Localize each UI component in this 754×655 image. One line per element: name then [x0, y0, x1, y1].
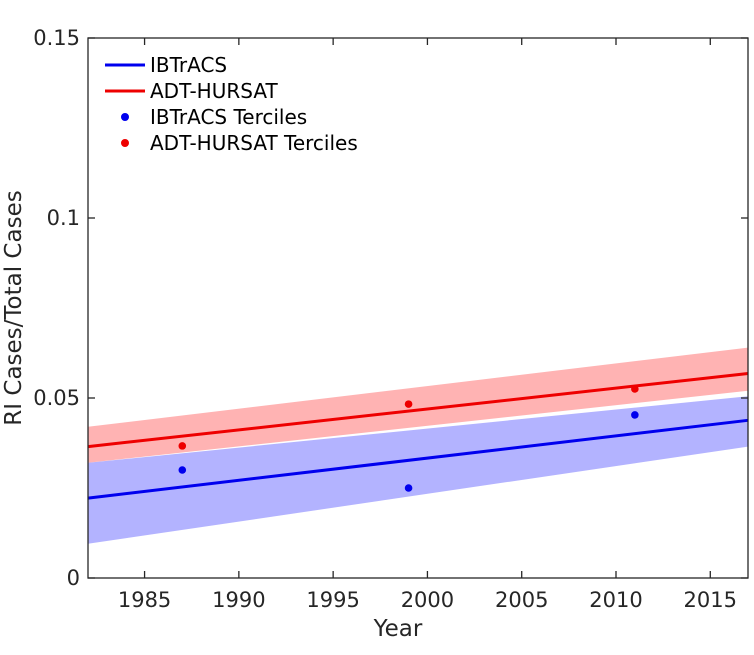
ibtracs-terciles-point [404, 484, 413, 492]
adt-hursat-confidence-band [88, 347, 748, 463]
adt-hursat-terciles-point [178, 442, 187, 450]
x-tick-label: 2000 [401, 588, 454, 612]
legend-label: ADT-HURSAT Terciles [150, 131, 358, 155]
x-tick-label: 1990 [212, 588, 265, 612]
legend-dot-swatch [121, 139, 129, 147]
ibtracs-trend-line [87, 418, 749, 500]
legend-item-adt-hursat-terciles: ADT-HURSAT Terciles [121, 131, 358, 155]
y-tick-label: 0 [67, 566, 80, 590]
trend-lines [87, 372, 749, 500]
legend-item-ibtracs-terciles: IBTrACS Terciles [121, 105, 307, 129]
ibtracs-confidence-band [88, 396, 748, 544]
tercile-points [178, 385, 639, 492]
y-tick-label: 0.1 [47, 206, 80, 230]
y-axis-label: RI Cases/Total Cases [1, 190, 27, 425]
x-axis-ticks: 1985 1990 1995 2000 2005 2010 2015 [118, 38, 737, 612]
x-tick-label: 2015 [684, 588, 737, 612]
x-tick-label: 2005 [495, 588, 548, 612]
y-tick-label: 0.15 [33, 26, 80, 50]
legend-item-adt-hursat: ADT-HURSAT [105, 79, 278, 103]
ibtracs-terciles-point [631, 411, 639, 419]
x-axis-label: Year [373, 616, 423, 642]
plot-frame [87, 37, 749, 579]
x-tick-label: 2010 [589, 588, 642, 612]
confidence-bands [88, 347, 748, 544]
ibtracs-terciles-point [178, 466, 187, 474]
y-tick-label: 0.05 [33, 386, 80, 410]
legend-item-ibtracs: IBTrACS [105, 53, 227, 77]
legend-dot-swatch [121, 113, 129, 121]
y-axis-ticks: 0 0.05 0.1 0.15 [33, 26, 748, 590]
adt-hursat-terciles-point [631, 385, 639, 393]
legend-label: ADT-HURSAT [150, 79, 278, 103]
legend-label: IBTrACS Terciles [150, 105, 307, 129]
legend-label: IBTrACS [150, 53, 227, 77]
x-tick-label: 1985 [118, 588, 171, 612]
x-tick-label: 1995 [306, 588, 359, 612]
adt-hursat-trend-line [87, 372, 749, 449]
adt-hursat-terciles-point [404, 400, 413, 408]
